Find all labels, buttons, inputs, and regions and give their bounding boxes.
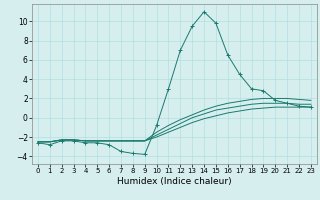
X-axis label: Humidex (Indice chaleur): Humidex (Indice chaleur) <box>117 177 232 186</box>
